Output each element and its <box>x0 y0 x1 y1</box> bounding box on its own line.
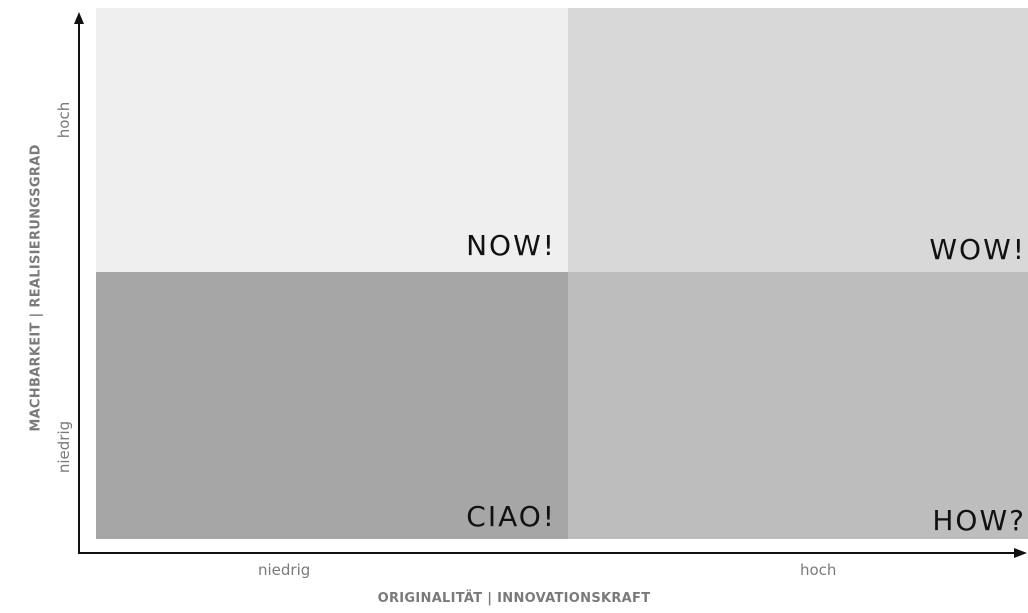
quadrant-wow: WOW! <box>568 8 1028 272</box>
quadrant-label-how: HOW? <box>932 504 1026 537</box>
x-axis-low-label: niedrig <box>258 561 311 579</box>
y-axis-arrow-icon <box>74 12 84 24</box>
quadrant-label-ciao: CIAO! <box>466 500 556 533</box>
quadrant-how: HOW? <box>568 272 1028 539</box>
quadrant-ciao: CIAO! <box>96 272 568 539</box>
y-axis-high-label: hoch <box>55 101 73 139</box>
x-axis-arrow-icon <box>1014 548 1027 558</box>
quadrant-label-now: NOW! <box>466 229 556 262</box>
quadrant-label-wow: WOW! <box>929 233 1026 266</box>
y-axis-title: MACHBARKEIT | REALISIERUNGSGRAD <box>28 144 44 432</box>
y-axis-low-label: niedrig <box>55 420 73 474</box>
x-axis-title: ORIGINALITÄT | INNOVATIONSKRAFT <box>377 591 651 606</box>
quadrant-now: NOW! <box>96 8 568 272</box>
x-axis-high-label: hoch <box>800 561 837 579</box>
